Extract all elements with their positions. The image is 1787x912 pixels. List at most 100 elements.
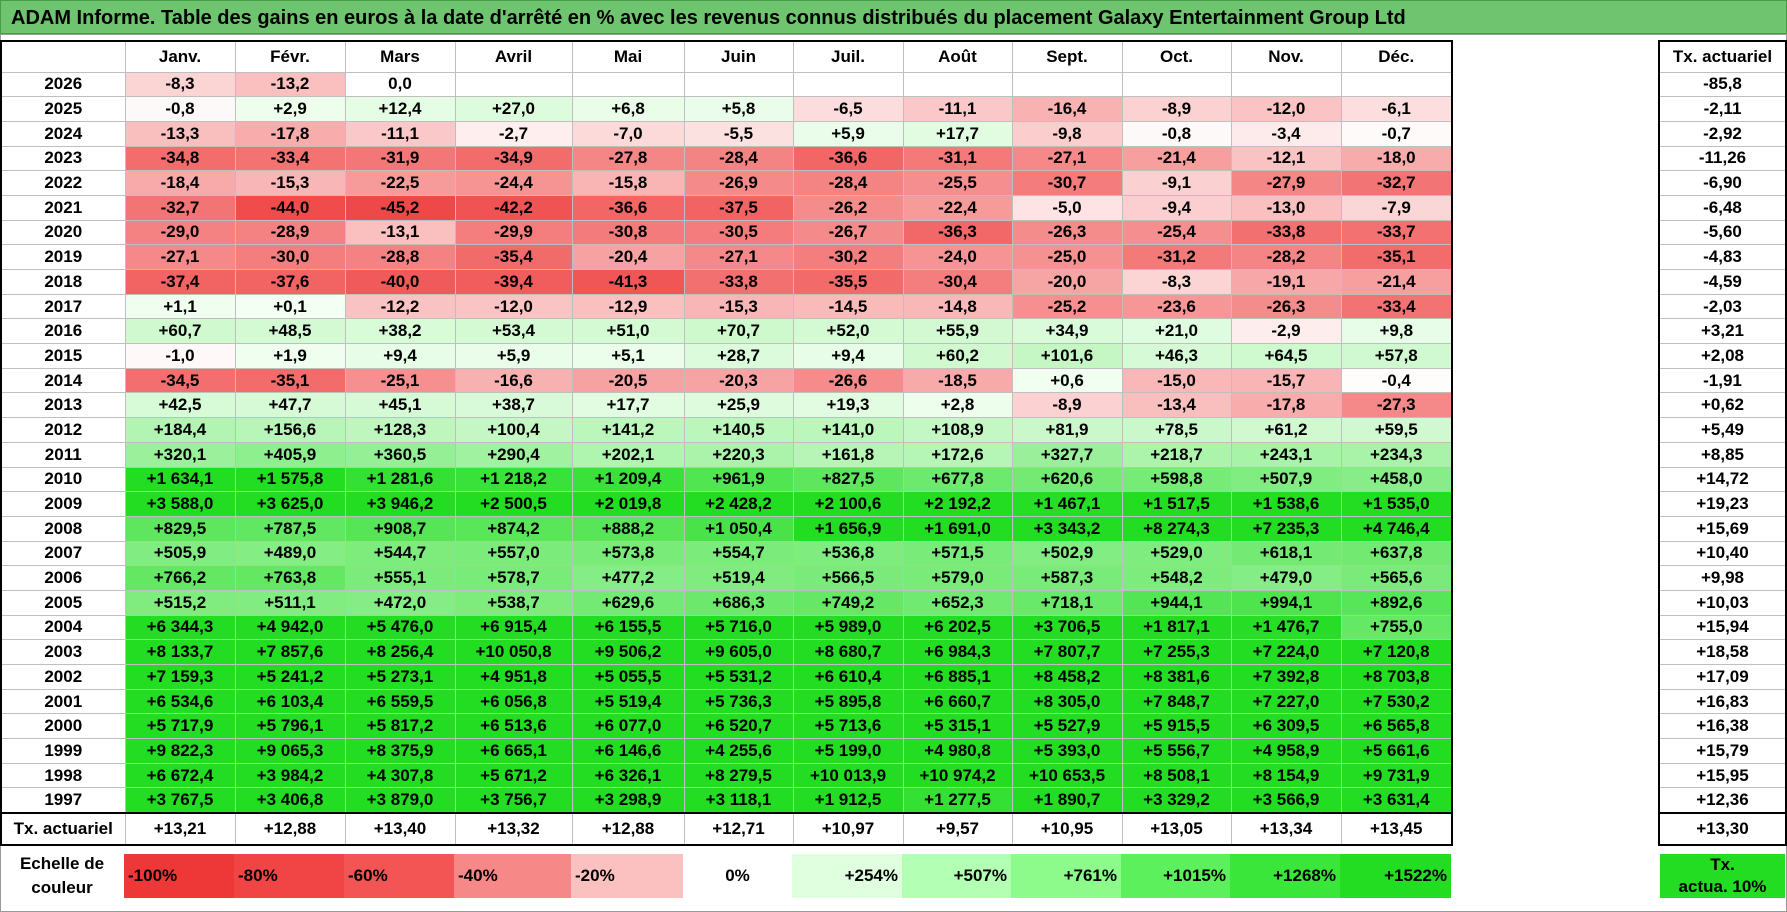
month-header-3: Avril xyxy=(454,40,573,73)
gain-cell: +5 531,2 xyxy=(683,664,794,690)
gain-cell: +1 476,7 xyxy=(1230,614,1342,641)
gain-cell: +629,6 xyxy=(571,589,685,616)
actuarial-cell: +17,09 xyxy=(1658,664,1787,690)
gain-cell: +3 406,8 xyxy=(234,787,346,814)
gain-cell: +787,5 xyxy=(234,515,346,542)
actuarial-cell: -85,8 xyxy=(1658,71,1787,98)
year-cell: 2001 xyxy=(0,688,126,715)
actuarial-cell: +10,40 xyxy=(1658,540,1787,567)
actuarial-cell: +2,08 xyxy=(1658,343,1787,369)
gain-cell: -5,5 xyxy=(683,120,794,147)
gain-cell: -31,2 xyxy=(1121,244,1232,270)
gain-cell: +21,0 xyxy=(1121,318,1232,345)
gain-cell: +45,1 xyxy=(344,392,456,419)
gain-cell: -25,0 xyxy=(1011,244,1123,270)
gain-cell: -32,7 xyxy=(1340,170,1453,196)
year-cell: 2024 xyxy=(0,120,126,147)
gain-cell: +5,9 xyxy=(454,343,573,369)
gain-cell: +7 857,6 xyxy=(234,639,346,665)
gain-cell: +360,5 xyxy=(344,441,456,468)
gain-cell: -45,2 xyxy=(344,194,456,221)
year-cell: 1998 xyxy=(0,762,126,789)
gain-cell: +243,1 xyxy=(1230,441,1342,468)
actuarial-cell: +0,62 xyxy=(1658,392,1787,419)
gain-cell: +17,7 xyxy=(902,120,1013,147)
gain-cell: -8,3 xyxy=(1121,269,1232,295)
actuarial-cell: -2,92 xyxy=(1658,120,1787,147)
actuarial-cell: -5,60 xyxy=(1658,219,1787,246)
actuarial-column-table: Tx. actuariel -85,8 -2,11 -2,92 -11,26 -6,90… xyxy=(1658,40,1787,846)
year-cell: 2007 xyxy=(0,540,126,567)
gain-cell xyxy=(1340,71,1453,98)
gain-cell: -27,9 xyxy=(1230,170,1342,196)
gain-cell: +477,2 xyxy=(571,565,685,591)
gain-cell: -2,9 xyxy=(1230,318,1342,345)
footer-actuarial-cell: +12,88 xyxy=(571,811,685,846)
gain-cell: +1 535,0 xyxy=(1340,491,1453,517)
gain-cell: -0,4 xyxy=(1340,367,1453,394)
gain-cell xyxy=(571,71,685,98)
table-row: 2008 +829,5 +787,5 +908,7 +874,2 +888,2 +1 050… xyxy=(0,515,1453,542)
gain-cell: +3 984,2 xyxy=(234,762,346,789)
gain-cell: +7 807,7 xyxy=(1011,639,1123,665)
gain-cell: +554,7 xyxy=(683,540,794,567)
gain-cell: -28,8 xyxy=(344,244,456,270)
actuarial-cell: -11,26 xyxy=(1658,145,1787,172)
gain-cell: -36,3 xyxy=(902,219,1013,246)
scale-step: -80% xyxy=(234,854,344,898)
gain-cell: +10 050,8 xyxy=(454,639,573,665)
table-row: 2018 -37,4 -37,6 -40,0 -39,4 -41,3 -33,8 -35,5-… xyxy=(0,269,1453,295)
year-cell: 2012 xyxy=(0,417,126,443)
gain-cell: -12,0 xyxy=(1230,96,1342,122)
gain-cell: +5 273,1 xyxy=(344,664,456,690)
gain-cell: -27,1 xyxy=(683,244,794,270)
gain-cell xyxy=(683,71,794,98)
gain-cell: +763,8 xyxy=(234,565,346,591)
table-row: 2005 +515,2 +511,1 +472,0 +538,7 +629,6 +686,3… xyxy=(0,589,1453,616)
gain-cell: +47,7 xyxy=(234,392,346,419)
table-row: 2021 -32,7 -44,0 -45,2 -42,2 -36,6 -37,5 -26,2-… xyxy=(0,194,1453,221)
gain-cell: -11,1 xyxy=(344,120,456,147)
gain-cell: -25,1 xyxy=(344,367,456,394)
table-row: 1999 +9 822,3 +9 065,3 +8 375,9 +6 665,1 +6 1… xyxy=(0,738,1453,764)
gain-cell: +9 605,0 xyxy=(683,639,794,665)
footer-actuarial-cell: +13,40 xyxy=(344,811,456,846)
gain-cell: +9 506,2 xyxy=(571,639,685,665)
gain-cell: +1 575,8 xyxy=(234,466,346,493)
gain-cell: +479,0 xyxy=(1230,565,1342,591)
scale-step: -60% xyxy=(344,854,454,898)
gain-cell: -33,4 xyxy=(1340,293,1453,320)
gain-cell: +1,9 xyxy=(234,343,346,369)
gain-cell: -34,9 xyxy=(454,145,573,172)
gain-cell: +6 520,7 xyxy=(683,713,794,740)
gain-cell: +8 256,4 xyxy=(344,639,456,665)
gain-cell: +405,9 xyxy=(234,441,346,468)
year-cell: 2022 xyxy=(0,170,126,196)
gain-cell: +888,2 xyxy=(571,515,685,542)
gain-cell: +544,7 xyxy=(344,540,456,567)
scale-step: +1268% xyxy=(1230,854,1340,898)
gain-cell: +6,8 xyxy=(571,96,685,122)
gain-cell xyxy=(1121,71,1232,98)
actuarial-footer-row: Tx. actuariel +13,21 +12,88 +13,40 +13,32 +1… xyxy=(0,811,1453,846)
table-row: 2020 -29,0 -28,9 -13,1 -29,9 -30,8 -30,5 -26,7-… xyxy=(0,219,1453,246)
gain-cell: +38,7 xyxy=(454,392,573,419)
gain-cell: -15,0 xyxy=(1121,367,1232,394)
gain-cell: +1 656,9 xyxy=(792,515,904,542)
gain-cell: +3 756,7 xyxy=(454,787,573,814)
color-scale-label-line2: couleur xyxy=(31,878,93,897)
gain-cell: -25,2 xyxy=(1011,293,1123,320)
gain-cell: -24,4 xyxy=(454,170,573,196)
gain-cell: +5 519,4 xyxy=(571,688,685,715)
gain-cell: -6,1 xyxy=(1340,96,1453,122)
gain-cell: -17,8 xyxy=(234,120,346,147)
gain-cell: +4 746,4 xyxy=(1340,515,1453,542)
gain-cell: +579,0 xyxy=(902,565,1013,591)
year-cell: 2015 xyxy=(0,343,126,369)
table-row: 2003 +8 133,7 +7 857,6 +8 256,4 +10 050,8 +9 … xyxy=(0,639,1453,665)
gain-cell: +25,9 xyxy=(683,392,794,419)
gain-cell: +892,6 xyxy=(1340,589,1453,616)
gain-cell: -13,0 xyxy=(1230,194,1342,221)
scale-step: +1522% xyxy=(1340,854,1451,898)
year-cell: 2026 xyxy=(0,71,126,98)
